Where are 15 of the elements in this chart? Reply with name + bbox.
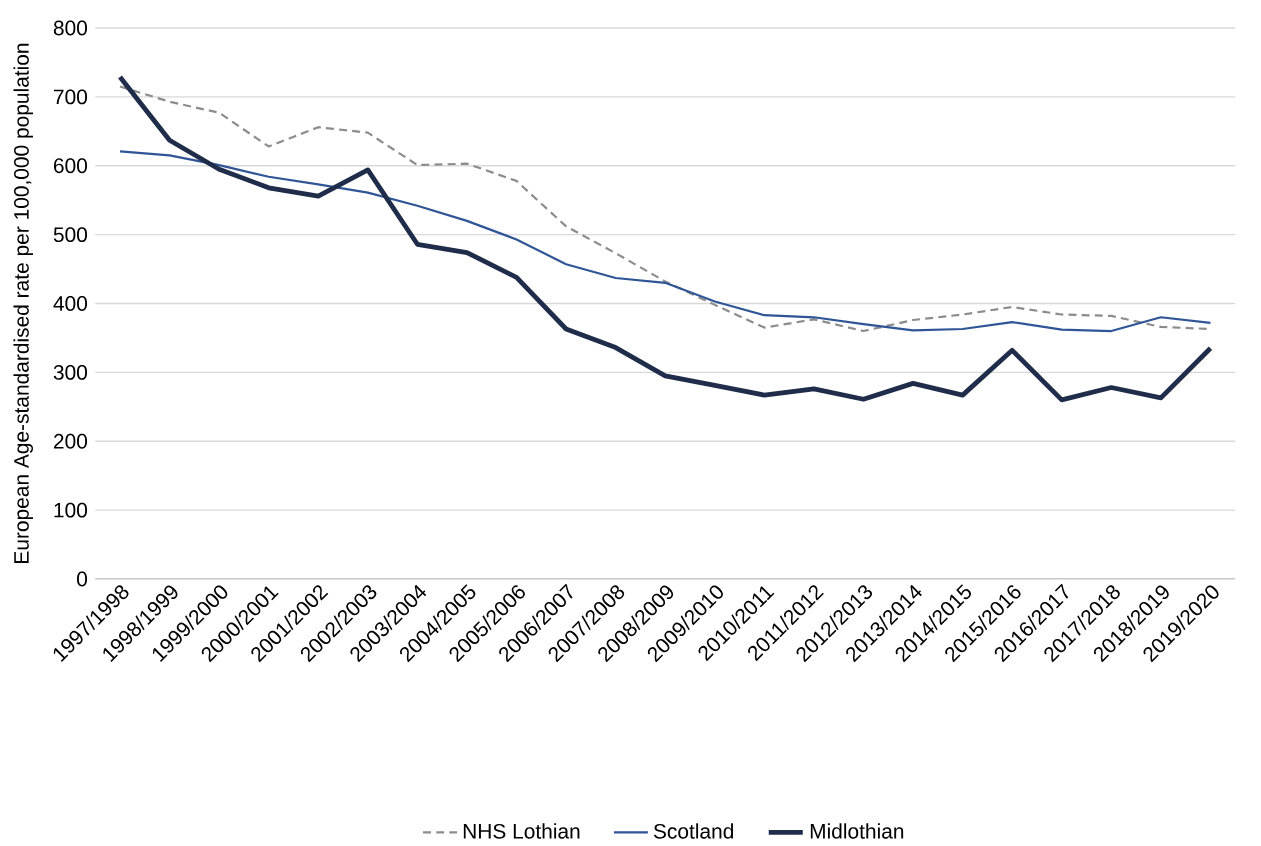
y-tick-label: 0 [77, 571, 88, 587]
line-series [117, 74, 1213, 403]
legend-label: Scotland [653, 823, 733, 839]
y-tick-label: 300 [53, 364, 88, 380]
y-axis-title: European Age-standardised rate per 100,000 population [13, 43, 33, 563]
legend-label: NHS Lothian [463, 823, 580, 839]
y-tick-label: 100 [54, 502, 88, 518]
y-tick-label: 200 [54, 433, 88, 449]
y-tick-label: 700 [54, 89, 88, 105]
y-tick-label: 400 [53, 296, 88, 311]
legend-label: Midlothian [810, 823, 904, 839]
y-tick-label: 800 [53, 20, 88, 36]
line-series [118, 150, 1212, 333]
y-tick-label: 600 [54, 158, 88, 174]
y-tick-label: 500 [53, 227, 88, 243]
